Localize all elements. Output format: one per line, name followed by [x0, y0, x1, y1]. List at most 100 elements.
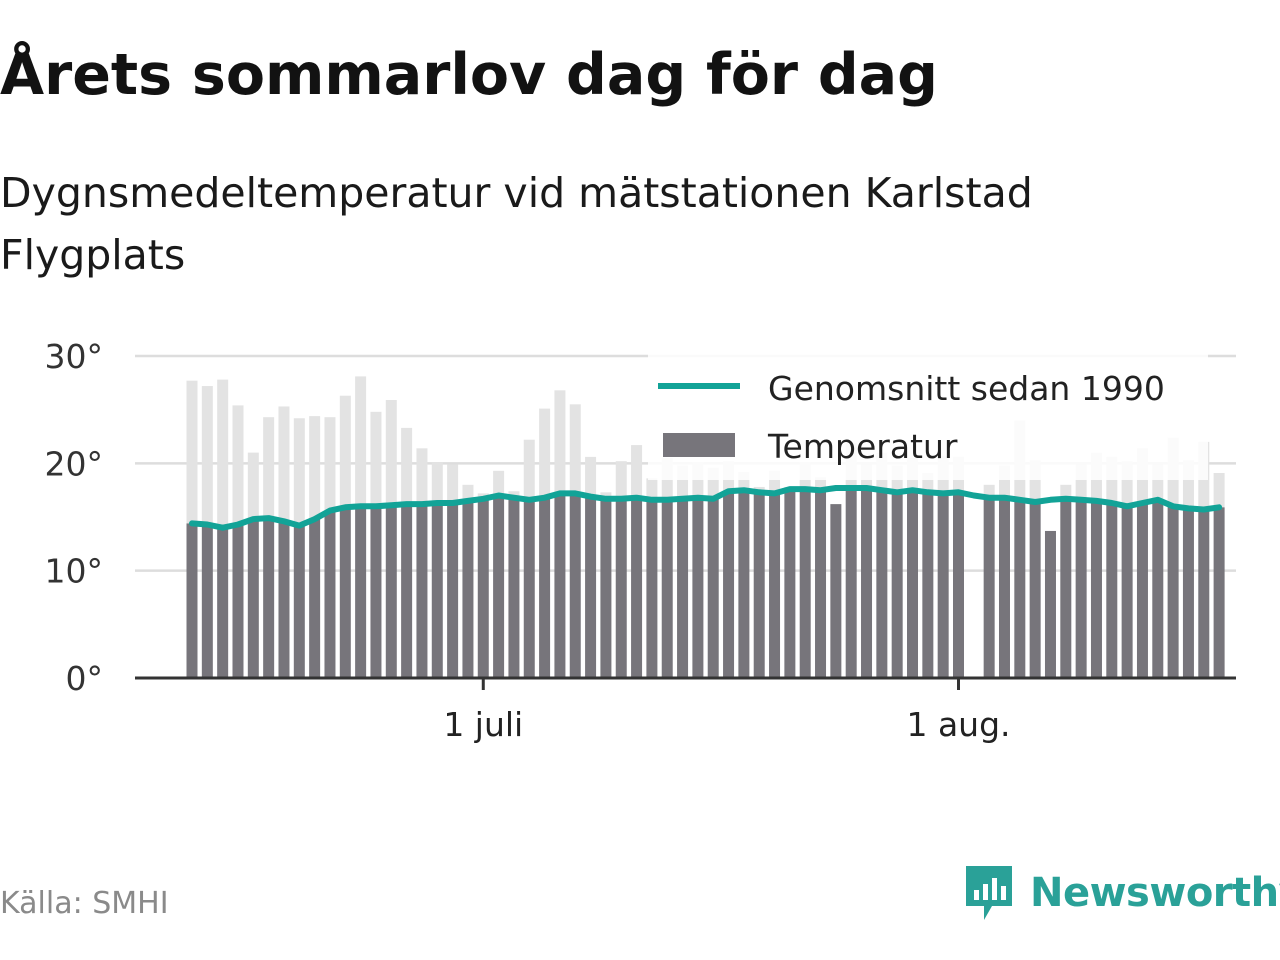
temperature-bar: [416, 504, 428, 678]
temperature-bar: [462, 500, 474, 678]
bar-above-average: [554, 390, 566, 494]
temperature-bar: [1121, 506, 1133, 678]
legend-background: [648, 352, 1208, 480]
temperature-bar: [477, 498, 489, 678]
temperature-bar: [845, 488, 857, 678]
temperature-bar: [232, 524, 244, 678]
temperature-bar: [646, 499, 658, 678]
temperature-bar: [401, 504, 413, 678]
bar-above-average: [615, 461, 627, 499]
temperature-bar: [953, 492, 964, 678]
temperature-bar: [861, 488, 873, 678]
y-tick-label: 20°: [45, 444, 104, 483]
temperature-bar: [339, 507, 351, 678]
temperature-bar: [692, 497, 704, 678]
bar-above-average: [217, 379, 229, 528]
temperature-bar: [1136, 503, 1148, 678]
temperature-bar: [631, 497, 643, 678]
bar-above-average: [983, 484, 995, 498]
temperature-bar: [830, 504, 842, 678]
temperature-bar: [661, 499, 673, 678]
temperature-bar: [217, 527, 229, 678]
temperature-bar: [247, 519, 259, 678]
temperature-bars: [186, 376, 1225, 678]
bar-above-average: [523, 439, 535, 500]
bar-above-average: [293, 418, 305, 526]
temperature-bar: [998, 497, 1010, 678]
bar-above-average: [431, 462, 443, 504]
temperature-bar: [539, 497, 551, 678]
temperature-bar: [784, 489, 796, 678]
temperature-bar: [1014, 499, 1026, 678]
bar-above-average: [707, 467, 719, 499]
y-tick-label: 10°: [45, 552, 104, 591]
bar-above-average: [569, 404, 581, 494]
temperature-bar: [431, 503, 443, 678]
bar-above-average: [539, 408, 551, 498]
temperature-bar: [1044, 530, 1056, 678]
bar-above-average: [1029, 460, 1041, 502]
temperature-bar: [753, 492, 765, 678]
temperature-bar: [1167, 506, 1179, 678]
chart-subtitle: Dygnsmedeltemperatur vid mätstationen Ka…: [0, 169, 1033, 279]
temperature-bar: [523, 499, 535, 678]
temperature-bar: [201, 524, 213, 678]
bar-above-average: [769, 470, 781, 494]
temperature-bar: [983, 497, 995, 678]
temperature-bar: [907, 490, 919, 678]
temperature-bar: [1060, 498, 1072, 678]
bar-above-average: [493, 470, 505, 496]
bar-above-average: [416, 448, 428, 505]
brand-name: Newsworthy: [1030, 870, 1280, 916]
temperature-bar: [1182, 508, 1194, 678]
temperature-bar: [815, 490, 827, 678]
temperature-bar: [1090, 500, 1102, 678]
temperature-bar: [1106, 503, 1118, 678]
temperature-bar: [355, 506, 367, 678]
bar-above-average: [998, 465, 1010, 498]
bar-above-average: [263, 417, 275, 519]
temperature-bar: [876, 490, 888, 678]
y-tick-label: 0°: [66, 659, 104, 698]
temperature-bar: [508, 497, 520, 678]
temperature-bar: [707, 498, 719, 678]
temperature-bar: [186, 523, 198, 678]
bar-above-average: [646, 478, 658, 500]
bar-above-average: [278, 406, 290, 522]
legend-bar-swatch: [663, 433, 735, 457]
bar-above-average: [385, 400, 397, 506]
temperature-bar: [1075, 499, 1087, 678]
bar-above-average: [815, 477, 827, 491]
temperature-chart: 0° 10° 20° 30° 1 juli 1 aug. Genomsnitt sedan…: [45, 337, 1236, 744]
bar-above-average: [738, 471, 750, 491]
bar-above-average: [355, 376, 367, 507]
bar-above-average: [1182, 460, 1194, 509]
bar-above-average: [370, 411, 382, 507]
legend: Genomsnitt sedan 1990 Temperatur: [648, 352, 1208, 480]
average-line: [189, 485, 1223, 531]
temperature-bar: [263, 518, 275, 678]
temperature-bar: [1029, 501, 1041, 678]
x-tick-label: 1 aug.: [906, 705, 1010, 744]
temperature-bar: [1152, 499, 1164, 678]
legend-bar-label: Temperatur: [767, 427, 958, 466]
temperature-bar: [278, 521, 290, 678]
bar-above-average: [600, 492, 612, 499]
bar-above-average: [1075, 464, 1087, 500]
temperature-bar: [600, 498, 612, 678]
axes: 0° 10° 20° 30° 1 juli 1 aug.: [45, 337, 1236, 744]
bar-above-average: [324, 417, 336, 511]
newsworthy-logo-icon: [966, 866, 1012, 920]
temperature-bar: [937, 493, 949, 678]
temperature-bar: [309, 519, 321, 678]
bar-above-average: [462, 484, 474, 501]
temperature-bar: [1213, 507, 1225, 678]
bar-above-average: [631, 445, 643, 498]
x-tick-label: 1 juli: [443, 705, 523, 744]
chart-title: Årets sommarlov dag för dag: [0, 42, 938, 108]
bar-above-average: [585, 456, 597, 497]
bar-above-average: [309, 416, 321, 520]
average-line-layer: [189, 485, 1223, 531]
temperature-bar: [493, 495, 505, 678]
temperature-bar: [615, 498, 627, 678]
